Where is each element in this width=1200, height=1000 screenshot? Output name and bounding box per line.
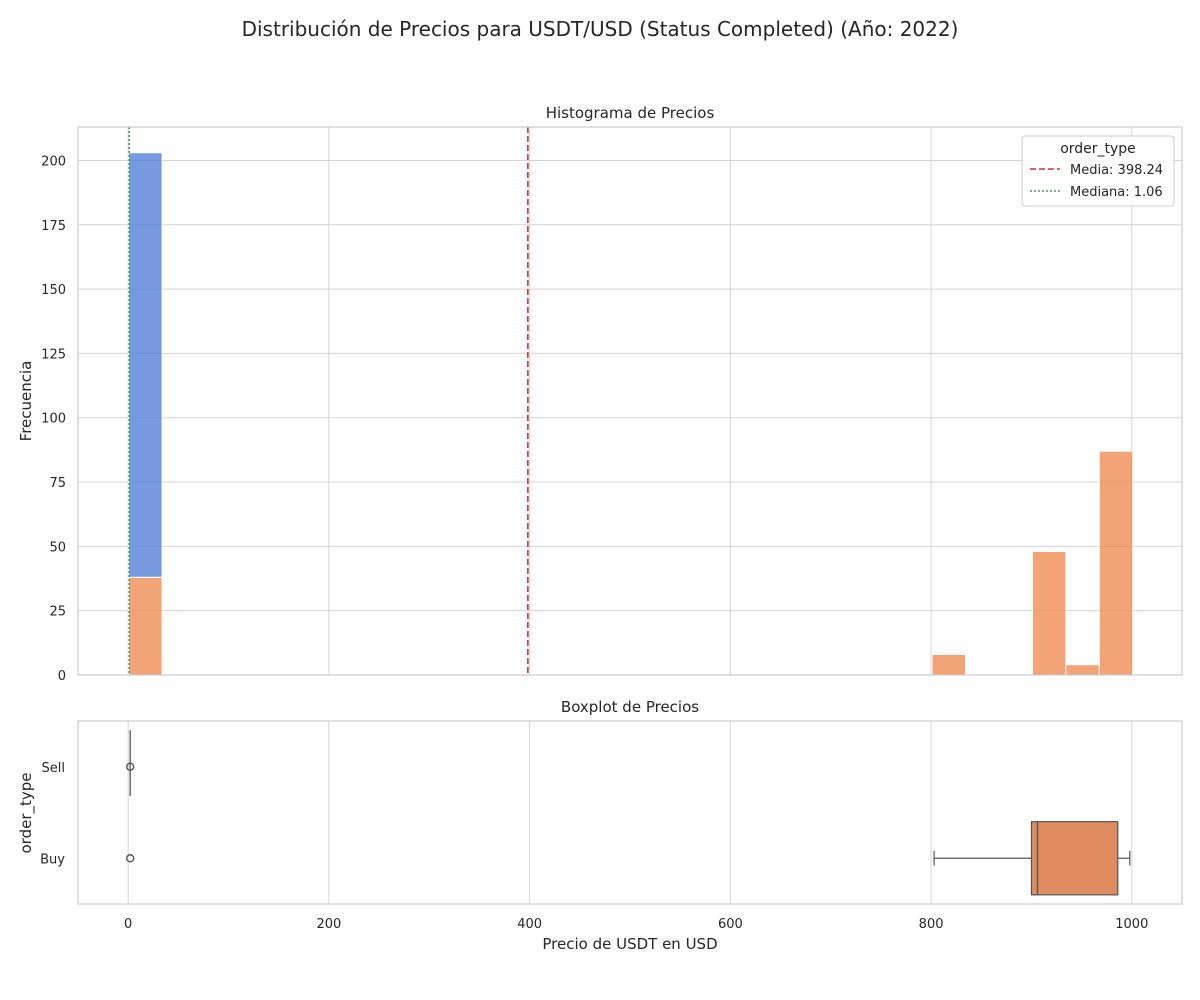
histogram-bars [128, 152, 1134, 676]
boxplot-panel: Boxplot de Precios Sell Buy 0 200 400 600 800… [17, 698, 1183, 953]
histogram-y-tick-label: 200 [41, 154, 66, 169]
histogram-y-tick-label: 75 [49, 476, 66, 491]
histogram-bar-sell [128, 152, 163, 578]
boxplot-x-tick-label: 200 [316, 917, 341, 932]
legend-title: order_type [1060, 141, 1136, 157]
histogram-y-tick-label: 25 [49, 605, 66, 620]
boxplot-x-tick-label: 0 [124, 917, 132, 932]
legend: order_type Media: 398.24 Mediana: 1.06 [1021, 135, 1175, 207]
boxplot-box [1030, 821, 1119, 896]
legend-label-media: Media: 398.24 [1070, 163, 1163, 178]
legend-box [1021, 135, 1175, 207]
figure-title: Distribución de Precios para USDT/USD (S… [242, 17, 959, 41]
histogram-y-axis-label: Frecuencia [17, 361, 35, 442]
boxplot-marks [125, 730, 1131, 896]
histogram-y-tick-label: 50 [49, 540, 66, 555]
boxplot-title: Boxplot de Precios [561, 698, 699, 716]
histogram-reference-lines [128, 127, 529, 675]
histogram-bar-buy [931, 653, 967, 676]
histogram-y-ticks: 0 25 50 75 100 125 150 175 200 [41, 154, 66, 684]
boxplot-outlier [125, 854, 135, 863]
boxplot-y-axis-label: order_type [17, 772, 36, 853]
legend-label-mediana: Mediana: 1.06 [1070, 185, 1163, 200]
boxplot-frame [77, 720, 1183, 905]
histogram-y-tick-label: 125 [41, 347, 66, 362]
boxplot-x-tick-label: 600 [718, 917, 743, 932]
boxplot-x-axis-label: Precio de USDT en USD [542, 935, 717, 953]
histogram-y-tick-label: 100 [41, 412, 66, 427]
histogram-bar-buy [128, 576, 163, 676]
histogram-bar-buy [1065, 664, 1100, 676]
histogram-y-tick-label: 150 [41, 283, 66, 298]
boxplot-category-label: Sell [42, 761, 65, 776]
histogram-y-tick-label: 0 [58, 669, 66, 684]
histogram-bar-buy [1031, 551, 1067, 676]
histogram-y-tick-label: 175 [41, 219, 66, 234]
histogram-title: Histograma de Precios [546, 104, 715, 122]
histogram-grid [78, 127, 1182, 676]
boxplot-x-tick-label: 1000 [1115, 917, 1148, 932]
boxplot-x-tick-label: 400 [517, 917, 542, 932]
boxplot-x-tick-label: 800 [919, 917, 944, 932]
boxplot-category-label: Buy [40, 852, 65, 867]
histogram-bar-buy [1098, 450, 1134, 676]
boxplot-x-ticks: 0 200 400 600 800 1000 [124, 917, 1148, 932]
boxplot-category-labels: Sell Buy [40, 761, 65, 868]
boxplot-outlier [125, 762, 135, 771]
histogram-frame [77, 126, 1183, 676]
boxplot-grid [127, 721, 1133, 904]
histogram-panel: Histograma de Precios 0 25 50 75 100 125 150 17… [17, 104, 1183, 684]
